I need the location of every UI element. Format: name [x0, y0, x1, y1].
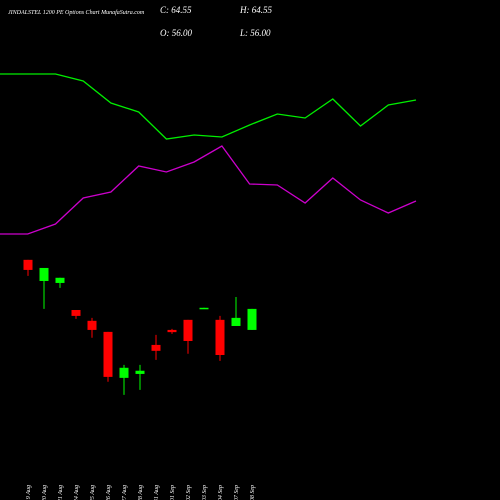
- open-label: O: 56.00: [160, 28, 192, 38]
- x-tick-label: 19 Aug: [26, 485, 32, 500]
- x-tick-label: 01 Sep: [170, 485, 176, 500]
- candle-body: [215, 319, 225, 355]
- chart-title: JINDALSTEL 1200 PE Options Chart MunafaS…: [8, 9, 145, 16]
- candle-body: [103, 331, 113, 377]
- candle-body: [231, 317, 241, 326]
- x-tick-label: 04 Sep: [217, 485, 224, 500]
- x-tick-label: 28 Aug: [138, 485, 144, 500]
- x-tick-label: 25 Aug: [90, 485, 96, 500]
- overlay-line: [0, 145, 417, 235]
- high-label: H: 64.55: [239, 5, 272, 15]
- candle-body: [183, 319, 193, 341]
- candle-body: [199, 307, 209, 310]
- x-tick-label: 02 Sep: [186, 485, 192, 500]
- candle-body: [39, 267, 49, 281]
- candle-body: [151, 344, 161, 351]
- x-tick-label: 24 Aug: [73, 485, 80, 500]
- candle-body: [119, 367, 129, 378]
- x-tick-label: 07 Sep: [234, 485, 240, 500]
- x-tick-label: 31 Aug: [154, 485, 160, 500]
- x-tick-label: 03 Sep: [202, 485, 208, 500]
- candle-body: [167, 329, 177, 333]
- overlay-line: [0, 73, 417, 140]
- x-tick-label: 27 Aug: [122, 485, 128, 500]
- x-tick-label: 08 Sep: [250, 485, 256, 500]
- low-label: L: 56.00: [239, 28, 271, 38]
- close-label: C: 64.55: [160, 5, 192, 15]
- candle-body: [71, 310, 81, 316]
- candle-body: [247, 308, 257, 330]
- candle-body: [87, 320, 97, 330]
- candle-body: [55, 277, 65, 283]
- x-tick-label: 21 Aug: [58, 485, 64, 500]
- x-tick-label: 26 Aug: [106, 485, 112, 500]
- x-tick-label: 20 Aug: [42, 485, 48, 500]
- candle-body: [23, 259, 33, 270]
- candle-body: [135, 370, 145, 374]
